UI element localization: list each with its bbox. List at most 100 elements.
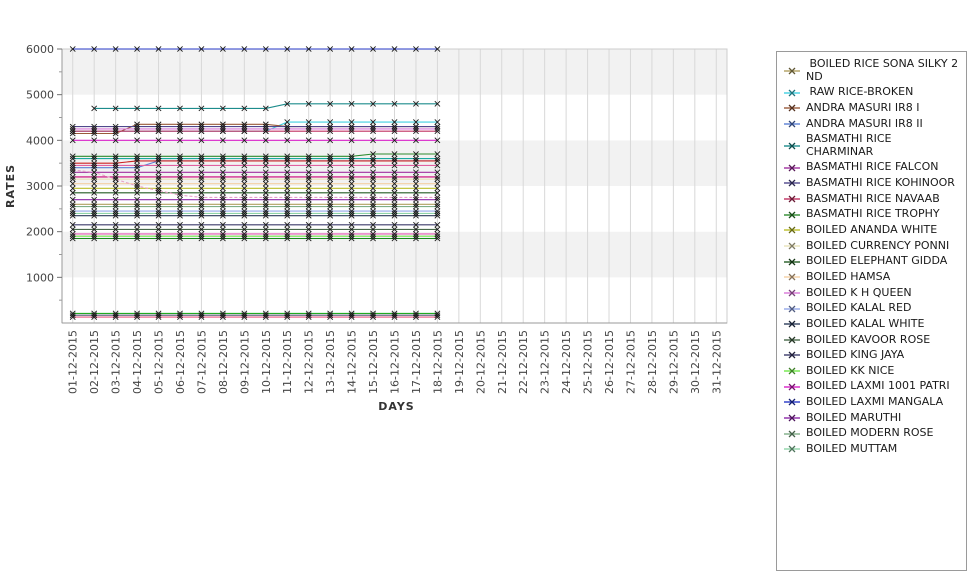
data-point-x-marker: [391, 233, 398, 240]
data-point-x-marker: [348, 208, 355, 215]
data-point-x-marker: [198, 123, 205, 130]
data-point-x-marker: [305, 221, 312, 228]
data-point-x-marker: [305, 233, 312, 240]
data-point-x-marker: [434, 194, 441, 201]
data-point-x-marker: [241, 105, 248, 112]
data-point-x-marker: [284, 162, 291, 169]
data-point-x-marker: [69, 155, 76, 162]
data-point-x-marker: [177, 233, 183, 240]
data-point-x-marker: [155, 176, 162, 183]
data-point-x-marker: [348, 312, 355, 319]
legend-item: BOILED ANANDA WHITE: [783, 223, 962, 237]
data-point-x-marker: [348, 221, 355, 228]
x-tick-label: 24-12-2015: [560, 330, 573, 394]
data-point-x-marker: [155, 226, 162, 233]
data-point-x-marker: [391, 119, 398, 125]
data-point-x-marker: [198, 233, 205, 240]
data-point-x-marker: [69, 160, 76, 167]
data-point-x-marker: [198, 137, 205, 144]
data-point-x-marker: [69, 137, 76, 144]
data-point-x-marker: [434, 162, 441, 169]
data-point-x-marker: [262, 233, 269, 240]
data-point-x-marker: [198, 314, 205, 320]
y-tick-label: 4000: [26, 134, 54, 147]
data-point-x-marker: [305, 137, 312, 144]
data-point-x-marker: [305, 210, 312, 217]
data-point-x-marker: [241, 125, 248, 132]
data-point-x-marker: [348, 176, 355, 183]
data-point-x-marker: [391, 137, 398, 144]
data-point-x-marker: [91, 210, 98, 217]
data-point-x-marker: [91, 203, 98, 210]
data-point-x-marker: [241, 169, 248, 176]
data-point-x-marker: [198, 162, 205, 169]
data-point-x-marker: [177, 128, 183, 135]
series-marker-icon: [784, 164, 800, 172]
data-point-x-marker: [391, 210, 398, 217]
data-point-x-marker: [91, 221, 98, 228]
data-point-x-marker: [391, 208, 398, 215]
x-tick-label: 23-12-2015: [539, 330, 552, 394]
legend-x-marker: [788, 258, 796, 266]
data-point-x-marker: [112, 203, 119, 210]
data-point-x-marker: [91, 180, 98, 187]
data-point-x-marker: [69, 125, 76, 132]
data-point-x-marker: [219, 226, 226, 233]
data-point-x-marker: [305, 46, 312, 52]
data-point-x-marker: [284, 212, 291, 219]
data-point-x-marker: [198, 208, 205, 215]
legend-item-label: BOILED KALAL RED: [806, 301, 912, 315]
legend-item: BOILED CURRENCY PONNI: [783, 239, 962, 253]
data-point-x-marker: [91, 314, 98, 320]
data-point-x-marker: [219, 173, 226, 180]
data-point-x-marker: [391, 46, 398, 52]
data-point-x-marker: [155, 187, 162, 194]
data-point-x-marker: [241, 203, 248, 210]
data-point-x-marker: [413, 151, 419, 157]
data-point-x-marker: [219, 125, 226, 132]
data-point-x-marker: [262, 185, 269, 192]
data-point-x-marker: [177, 157, 183, 164]
data-point-x-marker: [305, 189, 312, 196]
legend-x-marker: [788, 104, 796, 112]
data-point-x-marker: [370, 210, 376, 217]
data-point-x-marker: [155, 312, 162, 319]
data-point-x-marker: [219, 137, 226, 144]
data-point-x-marker: [434, 235, 441, 242]
data-point-x-marker: [413, 157, 419, 164]
data-point-x-marker: [241, 173, 248, 180]
data-point-x-marker: [198, 196, 205, 203]
legend-item-label: RAW RICE-BROKEN: [806, 85, 914, 99]
data-point-x-marker: [305, 235, 312, 242]
data-point-x-marker: [134, 153, 140, 160]
data-point-x-marker: [198, 105, 205, 112]
rates-chart-panel: 1000 2000 3000 4000 5000 6000 01-12-2015 02-12-…: [4, 43, 967, 571]
data-point-x-marker: [284, 226, 291, 233]
x-tick-label: 31-12-2015: [710, 330, 723, 394]
data-point-x-marker: [262, 123, 269, 130]
y-tick-label: 1000: [26, 271, 54, 284]
data-point-x-marker: [155, 46, 162, 52]
data-point-x-marker: [284, 314, 291, 320]
data-point-x-marker: [91, 212, 98, 219]
x-tick-label: 14-12-2015: [346, 330, 359, 394]
data-point-x-marker: [198, 176, 205, 183]
data-point-x-marker: [155, 157, 162, 164]
data-point-x-marker: [327, 221, 334, 228]
data-point-x-marker: [262, 201, 269, 208]
data-point-x-marker: [112, 169, 119, 176]
y-tick-label: 3000: [26, 180, 54, 193]
data-point-x-marker: [262, 212, 269, 219]
data-point-x-marker: [219, 105, 226, 112]
data-point-x-marker: [91, 164, 98, 171]
data-point-x-marker: [262, 125, 269, 132]
legend-item-label: ANDRA MASURI IR8 I: [806, 100, 920, 114]
data-point-x-marker: [284, 189, 291, 196]
legend-item: BASMATHI RICE FALCON: [783, 161, 962, 174]
data-point-x-marker: [198, 125, 205, 132]
data-point-x-marker: [198, 157, 205, 164]
data-point-x-marker: [391, 221, 398, 228]
data-point-x-marker: [391, 314, 398, 320]
data-point-x-marker: [155, 212, 162, 219]
x-tick-label: 11-12-2015: [281, 330, 294, 394]
